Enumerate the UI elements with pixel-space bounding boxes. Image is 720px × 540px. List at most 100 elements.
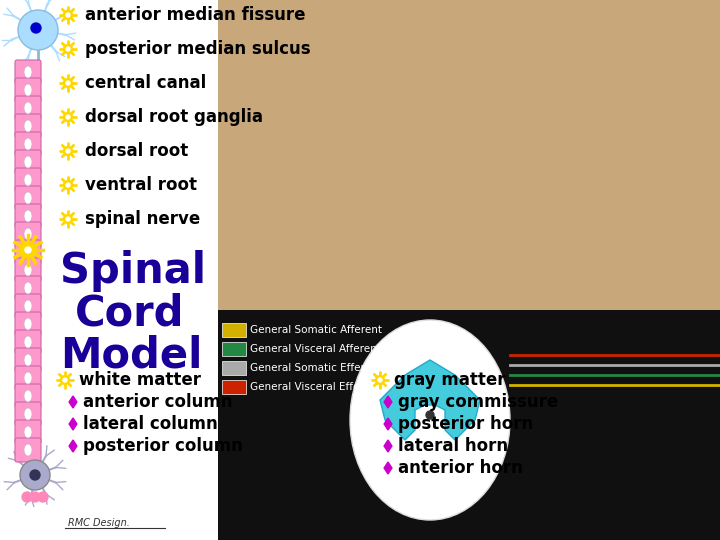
FancyBboxPatch shape [222, 380, 246, 394]
Polygon shape [66, 81, 70, 85]
Polygon shape [63, 146, 73, 156]
Text: Model: Model [60, 334, 202, 376]
Polygon shape [66, 13, 70, 17]
FancyBboxPatch shape [15, 276, 41, 300]
Text: lateral horn: lateral horn [398, 437, 508, 455]
FancyBboxPatch shape [15, 240, 41, 264]
Polygon shape [66, 183, 70, 187]
Text: Spinal: Spinal [60, 250, 206, 292]
FancyBboxPatch shape [15, 150, 41, 174]
Polygon shape [69, 440, 77, 452]
Ellipse shape [24, 174, 32, 186]
Ellipse shape [24, 120, 32, 132]
Polygon shape [63, 79, 73, 87]
Text: central canal: central canal [85, 74, 206, 92]
Polygon shape [378, 378, 382, 382]
Circle shape [426, 411, 434, 419]
Polygon shape [63, 180, 73, 190]
FancyBboxPatch shape [15, 204, 41, 228]
Ellipse shape [24, 192, 32, 204]
Circle shape [30, 470, 40, 480]
Ellipse shape [350, 320, 510, 520]
Text: anterior column: anterior column [83, 393, 233, 411]
Text: posterior horn: posterior horn [398, 415, 534, 433]
FancyBboxPatch shape [222, 361, 246, 375]
Ellipse shape [24, 84, 32, 96]
Text: dorsal root ganglia: dorsal root ganglia [85, 108, 263, 126]
Polygon shape [384, 462, 392, 474]
Polygon shape [60, 376, 69, 384]
Ellipse shape [24, 444, 32, 456]
Circle shape [20, 242, 36, 258]
Polygon shape [376, 376, 384, 384]
Polygon shape [380, 360, 480, 440]
Text: General Visceral Afferent: General Visceral Afferent [250, 344, 381, 354]
Ellipse shape [24, 264, 32, 276]
Circle shape [31, 23, 41, 33]
Text: ventral root: ventral root [85, 176, 197, 194]
FancyBboxPatch shape [15, 312, 41, 336]
Ellipse shape [24, 318, 32, 330]
Circle shape [30, 492, 40, 502]
FancyBboxPatch shape [222, 323, 246, 337]
FancyBboxPatch shape [218, 0, 720, 312]
FancyBboxPatch shape [15, 348, 41, 372]
FancyBboxPatch shape [15, 60, 41, 84]
Text: white matter: white matter [79, 371, 201, 389]
Text: gray commissure: gray commissure [398, 393, 558, 411]
Text: General Somatic Efferent: General Somatic Efferent [250, 363, 382, 373]
Ellipse shape [24, 102, 32, 114]
Text: RMC Design.: RMC Design. [68, 518, 130, 528]
Ellipse shape [24, 426, 32, 438]
FancyBboxPatch shape [15, 114, 41, 138]
Polygon shape [63, 214, 73, 224]
FancyBboxPatch shape [218, 310, 720, 540]
FancyBboxPatch shape [15, 366, 41, 390]
Ellipse shape [24, 66, 32, 78]
FancyBboxPatch shape [15, 222, 41, 246]
Polygon shape [69, 418, 77, 430]
Ellipse shape [24, 390, 32, 402]
FancyBboxPatch shape [15, 330, 41, 354]
Text: posterior column: posterior column [83, 437, 243, 455]
FancyBboxPatch shape [222, 342, 246, 356]
FancyBboxPatch shape [15, 420, 41, 444]
FancyBboxPatch shape [15, 96, 41, 120]
Polygon shape [384, 418, 392, 430]
Text: General Somatic Afferent: General Somatic Afferent [250, 325, 382, 335]
FancyBboxPatch shape [15, 294, 41, 318]
Polygon shape [66, 149, 70, 153]
Polygon shape [63, 113, 73, 122]
Text: anterior horn: anterior horn [398, 459, 523, 477]
FancyBboxPatch shape [15, 402, 41, 426]
Circle shape [25, 247, 31, 253]
Ellipse shape [24, 408, 32, 420]
Text: dorsal root: dorsal root [85, 142, 188, 160]
Polygon shape [63, 378, 67, 382]
Text: General Visceral Efferent: General Visceral Efferent [250, 382, 381, 392]
Polygon shape [66, 217, 70, 221]
Text: lateral column: lateral column [83, 415, 217, 433]
Text: posterior median sulcus: posterior median sulcus [85, 40, 310, 58]
Circle shape [38, 492, 48, 502]
Text: gray matter: gray matter [394, 371, 505, 389]
FancyBboxPatch shape [15, 168, 41, 192]
Polygon shape [66, 47, 70, 51]
Ellipse shape [24, 336, 32, 348]
FancyBboxPatch shape [15, 78, 41, 102]
Ellipse shape [24, 300, 32, 312]
Ellipse shape [24, 228, 32, 240]
FancyBboxPatch shape [15, 438, 41, 462]
Text: Cord: Cord [75, 292, 184, 334]
Text: spinal nerve: spinal nerve [85, 210, 200, 228]
FancyBboxPatch shape [15, 186, 41, 210]
Ellipse shape [24, 354, 32, 366]
Polygon shape [384, 396, 392, 408]
FancyBboxPatch shape [15, 132, 41, 156]
Polygon shape [63, 45, 73, 53]
Circle shape [18, 10, 58, 50]
Circle shape [20, 460, 50, 490]
Circle shape [22, 492, 32, 502]
Polygon shape [66, 115, 70, 119]
Ellipse shape [24, 246, 32, 258]
